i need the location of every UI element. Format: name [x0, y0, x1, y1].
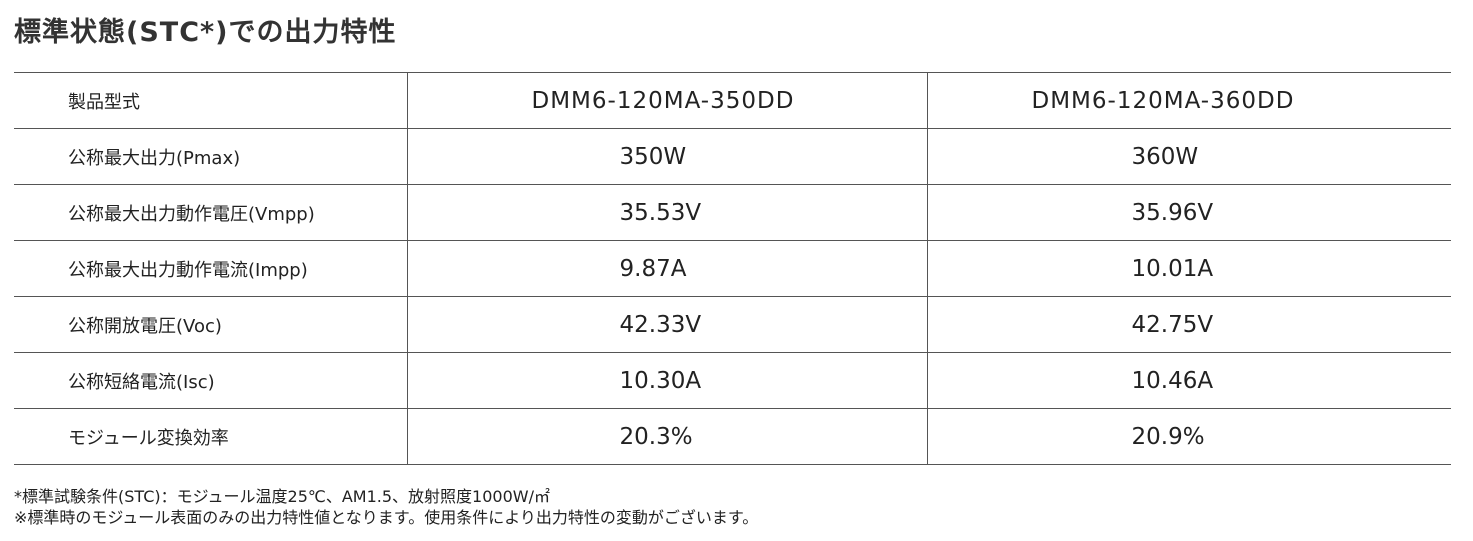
- footnote-stc-conditions: *標準試験条件(STC)：モジュール温度25℃、AM1.5、放射照度1000W/…: [14, 487, 550, 506]
- table-header-row: 製品型式 DMM6-120MA-350DD DMM6-120MA-360DD: [14, 72, 1451, 129]
- row-label-efficiency: モジュール変換効率: [14, 408, 407, 465]
- row-label-vmpp: 公称最大出力動作電圧(Vmpp): [14, 184, 407, 241]
- footnotes: *標準試験条件(STC)：モジュール温度25℃、AM1.5、放射照度1000W/…: [14, 486, 758, 528]
- table-row-impp: 公称最大出力動作電流(Impp) 9.87A 10.01A: [14, 240, 1451, 297]
- row-label-isc: 公称短絡電流(Isc): [14, 352, 407, 409]
- impp-value-model-2: 10.01A: [927, 240, 1451, 297]
- row-label-voc: 公称開放電圧(Voc): [14, 296, 407, 353]
- efficiency-value-model-2: 20.9%: [927, 408, 1451, 465]
- vmpp-value-model-1: 35.53V: [406, 184, 928, 241]
- voc-value-model-1: 42.33V: [406, 296, 928, 353]
- header-label-model-type: 製品型式: [14, 72, 407, 129]
- row-label-pmax: 公称最大出力(Pmax): [14, 128, 407, 185]
- isc-value-model-2: 10.46A: [927, 352, 1451, 409]
- efficiency-value-model-1: 20.3%: [406, 408, 928, 465]
- header-model-2: DMM6-120MA-360DD: [927, 72, 1451, 129]
- row-label-impp: 公称最大出力動作電流(Impp): [14, 240, 407, 297]
- pmax-value-model-2: 360W: [927, 128, 1451, 185]
- impp-value-model-1: 9.87A: [406, 240, 928, 297]
- footnote-output-disclaimer: ※標準時のモジュール表面のみの出力特性値となります。使用条件により出力特性の変動…: [14, 508, 759, 527]
- table-row-pmax: 公称最大出力(Pmax) 350W 360W: [14, 128, 1451, 185]
- spec-table: 製品型式 DMM6-120MA-350DD DMM6-120MA-360DD 公…: [14, 72, 1451, 465]
- header-model-1: DMM6-120MA-350DD: [406, 72, 928, 129]
- vmpp-value-model-2: 35.96V: [927, 184, 1451, 241]
- isc-value-model-1: 10.30A: [406, 352, 928, 409]
- table-row-efficiency: モジュール変換効率 20.3% 20.9%: [14, 408, 1451, 465]
- page-title: 標準状態(STC*)での出力特性: [14, 17, 397, 48]
- voc-value-model-2: 42.75V: [927, 296, 1451, 353]
- table-row-vmpp: 公称最大出力動作電圧(Vmpp) 35.53V 35.96V: [14, 184, 1451, 241]
- table-row-isc: 公称短絡電流(Isc) 10.30A 10.46A: [14, 352, 1451, 409]
- pmax-value-model-1: 350W: [406, 128, 928, 185]
- table-row-voc: 公称開放電圧(Voc) 42.33V 42.75V: [14, 296, 1451, 353]
